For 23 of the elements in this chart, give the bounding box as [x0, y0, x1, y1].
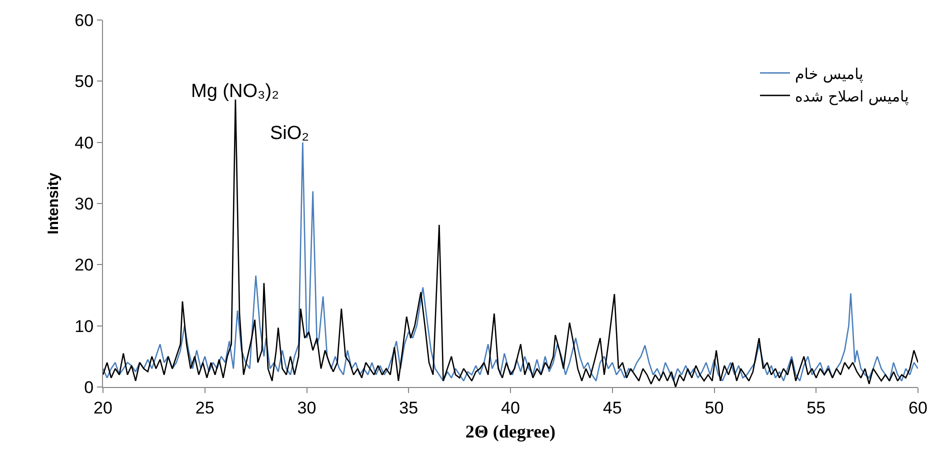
annotation: SiO₂ — [270, 123, 310, 144]
x-tick-label: 50 — [704, 398, 724, 418]
y-tick-label: 40 — [74, 133, 94, 152]
x-tick-label: 55 — [806, 398, 826, 418]
y-axis-title: Intensity — [44, 172, 62, 234]
y-tick-label: 20 — [74, 256, 94, 275]
y-tick-label: 50 — [74, 72, 94, 92]
y-tick-label: 30 — [74, 194, 94, 214]
x-tick-label: 30 — [297, 398, 316, 418]
y-tick-label: 10 — [74, 316, 94, 336]
x-tick-label: 25 — [195, 398, 214, 418]
x-tick-label: 35 — [399, 398, 418, 418]
x-tick-label: 20 — [94, 398, 112, 418]
x-tick-label: 45 — [602, 398, 622, 418]
x-tick-label: 40 — [501, 398, 520, 418]
legend-label: پامیس اصلاح شده — [795, 87, 909, 106]
legend-label: پامیس خام — [795, 64, 864, 83]
x-axis-title: 2Θ (degree) — [465, 422, 556, 442]
x-tick-label: 60 — [908, 398, 928, 418]
line-series — [103, 142, 918, 382]
y-tick-label: 0 — [84, 378, 94, 397]
y-tick-label: 60 — [74, 10, 94, 30]
annotation: Mg (NO₃)₂ — [191, 81, 279, 102]
